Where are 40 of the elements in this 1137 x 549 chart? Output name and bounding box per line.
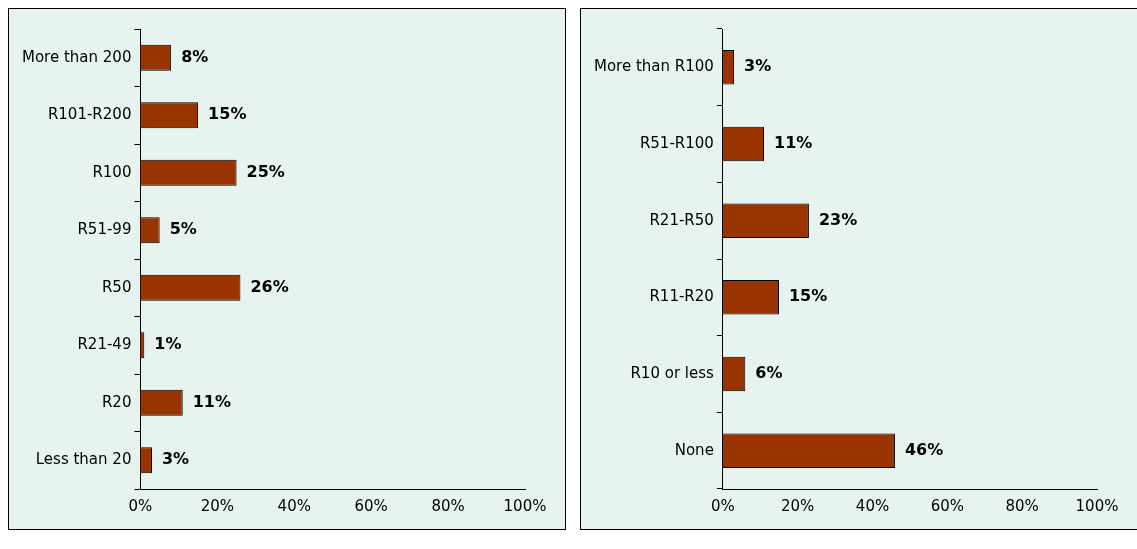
y-tick-label: R51-R100 (639, 133, 714, 152)
y-tick-label: More than R100 (593, 57, 714, 76)
y-tick-label: R11-R20 (649, 287, 714, 306)
y-tick-label: R21-R50 (649, 210, 714, 229)
y-tick-label: R20 (101, 392, 132, 411)
data-label: 11% (192, 391, 232, 411)
x-tick-label: 40% (277, 496, 311, 515)
y-tick-label: More than 200 (21, 47, 132, 66)
data-label: 8% (181, 46, 209, 66)
data-label: 26% (250, 276, 289, 296)
x-tick-label: 20% (200, 496, 235, 515)
x-tick-label: 100% (1075, 496, 1119, 515)
x-tick-label: 60% (354, 496, 388, 515)
data-label: 25% (246, 161, 285, 181)
data-label: 46% (904, 439, 944, 459)
y-tick-label: None (674, 440, 714, 459)
data-label: 15% (788, 286, 828, 306)
x-tick-label: 100% (503, 496, 547, 515)
data-label: 6% (755, 363, 783, 383)
x-tick-label: 60% (930, 496, 965, 515)
x-tick-label: 0% (710, 496, 735, 515)
y-tick-label: R100 (92, 162, 132, 181)
x-tick-label: 0% (128, 496, 153, 515)
y-tick-label: R51-99 (77, 220, 132, 239)
data-label: 5% (169, 219, 197, 239)
x-tick-label: 40% (855, 496, 890, 515)
data-label: 3% (744, 56, 772, 76)
y-tick-label: R10 or less (630, 363, 715, 382)
data-label: 11% (774, 133, 813, 153)
data-label: 3% (161, 449, 190, 469)
x-tick-label: 80% (431, 496, 465, 515)
data-label: 1% (154, 334, 182, 354)
y-tick-label: R50 (101, 277, 132, 296)
x-tick-label: 80% (1005, 496, 1039, 515)
data-label: 15% (208, 104, 247, 124)
y-tick-label: R101-R200 (47, 105, 132, 124)
data-label: 23% (818, 209, 858, 229)
x-tick-label: 20% (781, 496, 815, 515)
y-tick-label: Less than 20 (35, 450, 132, 469)
y-tick-label: R21-49 (77, 335, 132, 354)
